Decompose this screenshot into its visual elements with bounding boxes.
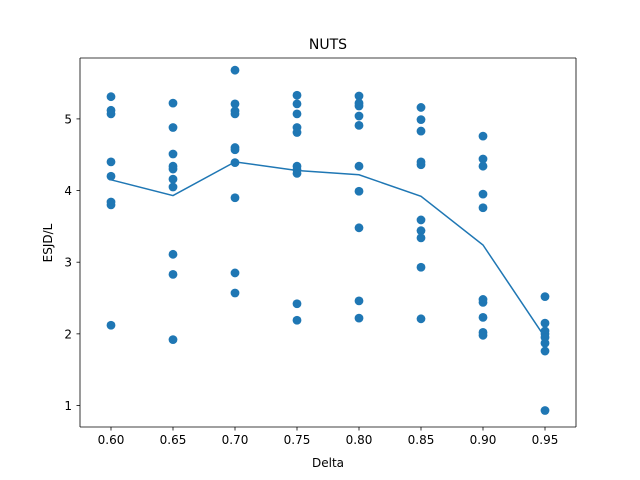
scatter-point bbox=[168, 174, 178, 184]
scatter-point bbox=[540, 338, 550, 348]
data-marks bbox=[106, 65, 550, 415]
scatter-point bbox=[416, 314, 426, 324]
x-tick-label: 0.70 bbox=[222, 433, 249, 447]
scatter-point bbox=[416, 103, 426, 112]
scatter-point bbox=[168, 98, 178, 108]
scatter-point bbox=[230, 268, 240, 278]
y-tick-label: 1 bbox=[64, 399, 72, 413]
y-axis-label: ESJD/L bbox=[41, 223, 55, 262]
plot-area bbox=[80, 58, 576, 427]
scatter-point bbox=[168, 269, 178, 279]
scatter-point bbox=[168, 123, 178, 132]
scatter-point bbox=[478, 297, 488, 307]
y-tick-label: 2 bbox=[64, 327, 72, 341]
scatter-point bbox=[230, 145, 240, 155]
y-tick-label: 5 bbox=[64, 112, 72, 126]
series-line bbox=[110, 161, 546, 338]
scatter-point bbox=[478, 330, 488, 340]
scatter-point bbox=[106, 171, 116, 181]
scatter-point bbox=[292, 109, 302, 119]
scatter-point bbox=[230, 99, 240, 109]
scatter-point bbox=[416, 215, 426, 225]
x-tick-label: 0.60 bbox=[98, 433, 125, 447]
scatter-point bbox=[106, 200, 116, 210]
axes: 0.60 0.65 0.70 0.75 0.80 0.85 0.90 0.95 1 2 3 4 5 bbox=[64, 57, 577, 447]
scatter-point bbox=[292, 299, 302, 309]
scatter-point bbox=[478, 203, 488, 213]
scatter-point bbox=[292, 315, 302, 325]
scatter-point bbox=[230, 158, 240, 168]
scatter-point bbox=[478, 131, 488, 141]
scatter-point bbox=[354, 120, 364, 130]
scatter-point bbox=[416, 126, 426, 136]
scatter-point bbox=[106, 109, 116, 119]
scatter-point bbox=[230, 288, 240, 298]
scatter-point bbox=[230, 193, 240, 203]
scatter-point bbox=[106, 92, 116, 102]
scatter-point bbox=[168, 335, 178, 344]
scatter-point bbox=[416, 160, 426, 170]
scatter-point bbox=[168, 149, 178, 159]
x-tick-label: 0.95 bbox=[532, 433, 559, 447]
scatter-point bbox=[478, 189, 488, 199]
scatter-point bbox=[292, 128, 302, 137]
scatter-point bbox=[540, 292, 550, 301]
y-tick-label: 4 bbox=[64, 184, 72, 198]
scatter-point bbox=[540, 346, 550, 356]
scatter-point bbox=[478, 312, 488, 322]
scatter-point bbox=[478, 154, 488, 164]
scatter-point bbox=[416, 115, 426, 125]
scatter-point bbox=[292, 168, 302, 178]
chart-title: NUTS bbox=[309, 37, 347, 53]
x-tick-label: 0.75 bbox=[284, 433, 311, 447]
x-axis-label: Delta bbox=[312, 456, 344, 470]
scatter-point bbox=[354, 296, 364, 306]
scatter-point bbox=[292, 90, 302, 100]
scatter-point bbox=[354, 101, 364, 111]
plot-background bbox=[80, 58, 576, 427]
scatter-point bbox=[354, 313, 364, 323]
scatter-point bbox=[106, 157, 116, 167]
y-tick-label: 3 bbox=[64, 256, 72, 270]
scatter-point bbox=[478, 161, 488, 171]
scatter-point bbox=[354, 111, 364, 121]
scatter-point bbox=[354, 161, 364, 171]
scatter-point bbox=[354, 91, 364, 101]
scatter-point bbox=[416, 262, 426, 272]
x-tick-label: 0.85 bbox=[408, 433, 435, 447]
scatter-point bbox=[168, 182, 178, 192]
scatter-point bbox=[106, 320, 116, 330]
scatter-point bbox=[230, 65, 240, 75]
scatter-point bbox=[168, 249, 178, 259]
scatter-point bbox=[168, 164, 178, 174]
scatter-point bbox=[540, 406, 550, 415]
scatter-point bbox=[354, 186, 364, 196]
scatter-point bbox=[292, 99, 302, 109]
scatter-point bbox=[354, 223, 364, 233]
scatter-point bbox=[540, 318, 550, 328]
x-tick-label: 0.65 bbox=[160, 433, 187, 447]
scatter-point bbox=[230, 109, 240, 119]
x-tick-label: 0.90 bbox=[470, 433, 497, 447]
scatter-point bbox=[416, 226, 426, 236]
x-tick-label: 0.80 bbox=[346, 433, 373, 447]
scatter-point bbox=[416, 233, 426, 243]
